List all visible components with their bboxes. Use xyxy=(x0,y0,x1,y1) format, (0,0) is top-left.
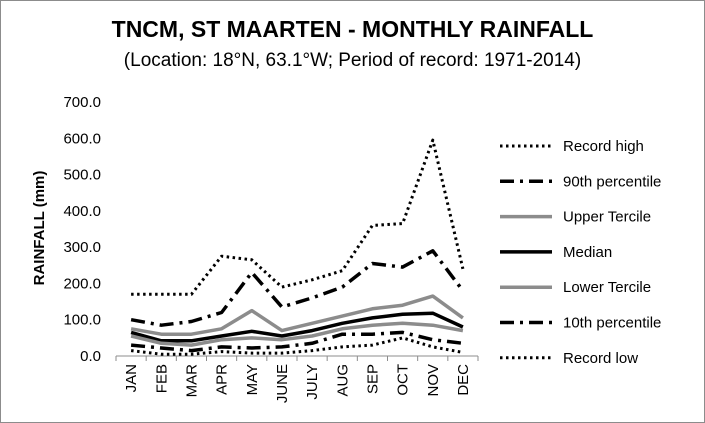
series-line-lower-tercile xyxy=(130,321,464,347)
series-line-upper-tercile xyxy=(130,294,464,336)
series-line-record-high xyxy=(131,138,465,296)
chart-title: TNCM, ST MAARTEN - MONTHLY RAINFALL xyxy=(111,16,594,42)
x-tick-label: AUG xyxy=(334,364,351,397)
x-tick-label: SEP xyxy=(364,364,381,394)
y-tick-label: 0.0 xyxy=(80,348,101,365)
legend-label: Lower Tercile xyxy=(563,279,651,296)
legend-label: Median xyxy=(563,244,612,261)
y-tick-label: 200.0 xyxy=(63,275,101,292)
legend-label: Record low xyxy=(563,350,638,367)
x-tick-label: MAR xyxy=(183,364,200,398)
series-line-90th-percentile xyxy=(130,249,465,327)
series-line-10th-percentile xyxy=(130,330,464,353)
series-line-record-low xyxy=(130,336,464,356)
legend: Record high 90th percentile Upper Tercile M… xyxy=(500,138,661,367)
x-tick-label: APR xyxy=(214,364,231,395)
y-tick-label: 300.0 xyxy=(63,239,101,256)
series-line-median xyxy=(130,311,464,343)
y-tick-label: 500.0 xyxy=(63,167,101,184)
series-lines xyxy=(130,138,465,356)
legend-label: 90th percentile xyxy=(563,173,661,190)
y-tick-label: 400.0 xyxy=(63,203,101,220)
y-axis-ticks: 0.0 100.0 200.0 300.0 400.0 500.0 600.0 700.0 xyxy=(63,94,101,365)
x-tick-label: OCT xyxy=(395,364,412,396)
legend-label: Upper Tercile xyxy=(563,209,651,226)
x-tick-label: FEB xyxy=(153,364,170,393)
legend-label: 10th percentile xyxy=(563,315,661,332)
chart-subtitle: (Location: 18°N, 63.1°W; Period of recor… xyxy=(123,50,582,71)
y-tick-label: 700.0 xyxy=(63,94,101,111)
x-tick-label: MAY xyxy=(244,364,261,395)
y-tick-label: 100.0 xyxy=(63,312,101,329)
y-axis-label: RAINFALL (mm) xyxy=(31,171,48,286)
x-axis-ticks: JAN FEB MAR APR MAY JUNE JULY AUG SEP OCT NOV DEC xyxy=(115,356,479,403)
x-tick-label: DEC xyxy=(455,364,472,396)
x-tick-label: JUNE xyxy=(274,364,291,403)
x-tick-label: JAN xyxy=(123,364,140,392)
legend-label: Record high xyxy=(563,138,644,155)
x-tick-label: NOV xyxy=(425,364,442,397)
x-tick-label: JULY xyxy=(304,364,321,400)
y-tick-label: 600.0 xyxy=(63,130,101,147)
